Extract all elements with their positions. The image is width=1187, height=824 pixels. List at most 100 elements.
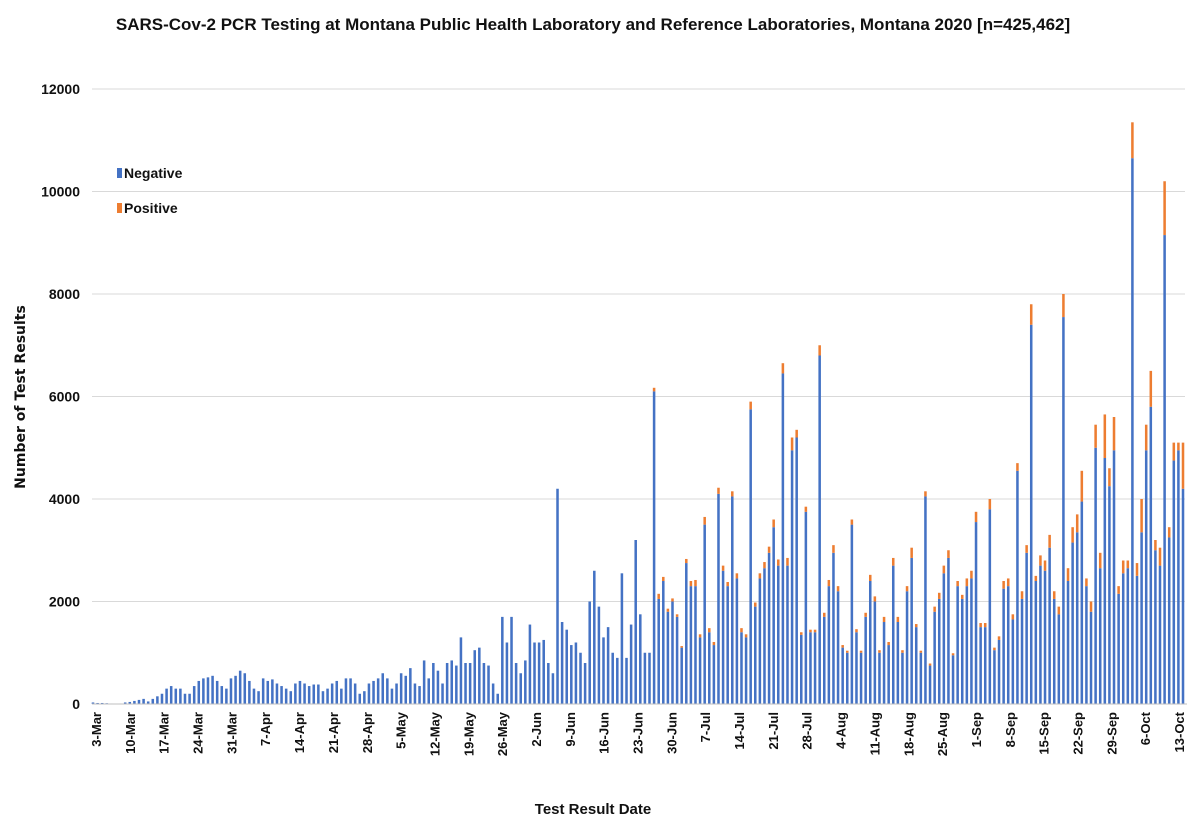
bar-negative [533, 642, 536, 704]
gridlines [92, 88, 1185, 602]
bar-positive [1020, 591, 1024, 599]
bar-positive [864, 612, 867, 617]
bar-negative [179, 688, 182, 705]
bar-negative [928, 665, 932, 704]
bar-negative [238, 670, 242, 704]
bar-negative [919, 652, 923, 704]
bar-positive [827, 579, 831, 587]
bar-negative [390, 688, 394, 705]
bar-negative [409, 668, 412, 705]
bar-negative [459, 637, 463, 705]
bar-positive [1039, 555, 1042, 566]
bar-negative [956, 586, 959, 705]
bar-negative [1071, 542, 1074, 704]
bar-negative [1016, 470, 1019, 704]
bar-negative [583, 663, 587, 704]
bar-negative [358, 693, 362, 704]
bar-negative [133, 700, 136, 704]
bar-negative [565, 629, 568, 704]
x-tick-label: 13-Oct [1172, 711, 1187, 752]
bar-negative [344, 678, 348, 705]
bar-negative [864, 616, 867, 705]
bar-negative [1034, 581, 1038, 704]
bar-negative [128, 701, 132, 704]
bar-positive [846, 650, 849, 653]
x-tick-label: 23-Jun [631, 712, 646, 754]
y-axis-label: Number of Test Results [13, 305, 29, 489]
legend-swatch-positive [117, 203, 122, 213]
bar-positive [1131, 122, 1134, 159]
y-tick-label: 12000 [41, 81, 80, 97]
bar-negative [137, 699, 141, 704]
x-tick-label: 19-May [461, 711, 476, 756]
bar-negative [1167, 537, 1171, 704]
bar-negative [298, 680, 302, 704]
bar-negative [1029, 324, 1033, 704]
bar-positive [694, 579, 697, 587]
bar-negative [629, 624, 633, 704]
bar-negative [510, 616, 513, 705]
bar-negative [606, 627, 610, 705]
bar-negative [800, 634, 803, 704]
bar-positive [1103, 414, 1107, 458]
bar-negative [326, 688, 329, 705]
bar-positive [901, 650, 904, 653]
bar-negative [1020, 598, 1024, 704]
bar-negative [1144, 450, 1148, 704]
bar-positive [1043, 560, 1047, 571]
bar-positive [795, 429, 798, 438]
x-tick-label: 26-May [495, 711, 510, 756]
bar-negative [1154, 550, 1157, 704]
bar-negative [1062, 317, 1065, 704]
bar-negative [1163, 235, 1166, 704]
bar-positive [1066, 568, 1070, 581]
bar-positive [777, 559, 780, 566]
bar-positive [1144, 424, 1148, 451]
bar-negative [542, 639, 545, 704]
y-axis-ticks: 0 2000 4000 6000 8000 10000 12000 [41, 81, 80, 712]
bar-positive [841, 645, 844, 648]
bar-negative [1043, 570, 1047, 704]
bar-positive [873, 596, 877, 602]
y-tick-label: 0 [72, 696, 80, 712]
bar-positive [970, 570, 973, 579]
bar-negative [399, 673, 403, 704]
bar-positive [979, 623, 982, 628]
bar-negative [1066, 581, 1070, 704]
bar-positive [974, 511, 978, 523]
bar-positive [956, 581, 959, 587]
bar-negative [855, 632, 858, 704]
bar-negative [496, 693, 499, 704]
bar-negative [767, 552, 771, 704]
bar-negative [501, 616, 504, 705]
bar-negative [749, 409, 752, 704]
bar-positive [1034, 575, 1038, 582]
bar-positive [1094, 424, 1097, 448]
bar-positive [1167, 527, 1171, 538]
bar-negative [257, 691, 260, 704]
bar-negative [381, 673, 385, 704]
bar-negative [1140, 532, 1143, 704]
bar-negative [367, 683, 371, 704]
bar-negative [261, 678, 265, 705]
bar-negative [965, 586, 969, 705]
bar-negative [560, 622, 564, 704]
bar-negative [625, 657, 628, 705]
bar-positive [657, 593, 660, 599]
bar-negative [974, 522, 978, 704]
bar-negative [570, 645, 573, 704]
bar-negative [146, 701, 150, 704]
bar-positive [1080, 470, 1084, 502]
bar-negative [280, 686, 283, 704]
bar-positive [1075, 514, 1079, 533]
bar-negative [1048, 547, 1051, 704]
bar-negative [850, 524, 854, 705]
bar-positive [740, 628, 743, 633]
bar-positive [942, 565, 946, 574]
bar-positive [1126, 560, 1130, 569]
bar-positive [708, 628, 711, 633]
bar-positive [960, 594, 964, 599]
bar-negative [473, 650, 476, 704]
bar-negative [910, 557, 913, 704]
